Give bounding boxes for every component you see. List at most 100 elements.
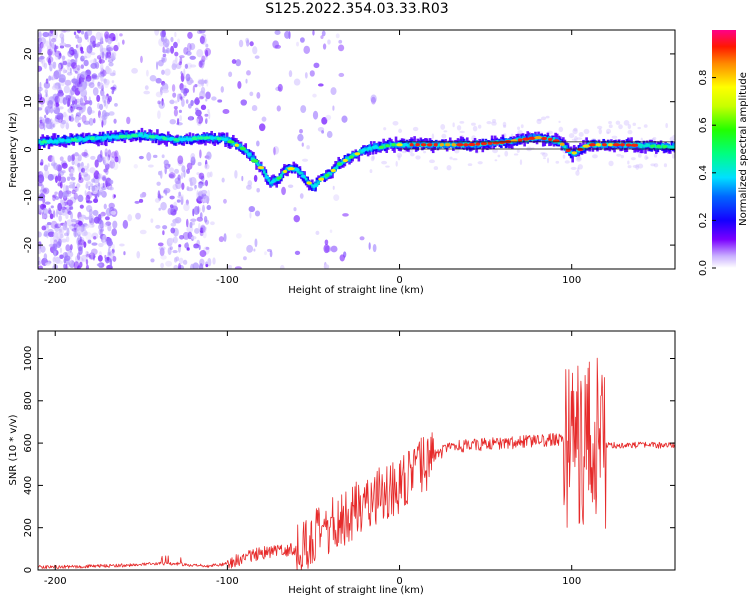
noise-speckle xyxy=(73,192,78,200)
ridge-cell xyxy=(280,174,283,178)
noise-speckle xyxy=(80,227,84,233)
noise-speckle xyxy=(205,56,208,61)
noise-speckle xyxy=(206,171,211,178)
ridge-cell xyxy=(442,143,446,149)
noise-speckle xyxy=(492,148,499,154)
noise-speckle xyxy=(256,140,260,147)
noise-speckle xyxy=(104,216,110,221)
noise-speckle xyxy=(320,35,324,39)
ridge-cell xyxy=(486,141,489,145)
ridge-cell xyxy=(139,134,142,141)
ridge-highlight xyxy=(620,143,625,147)
noise-speckle xyxy=(52,61,57,70)
noise-speckle xyxy=(48,31,54,37)
noise-speckle xyxy=(76,82,84,88)
noise-speckle xyxy=(431,133,435,140)
noise-speckle xyxy=(63,114,70,124)
noise-speckle xyxy=(157,110,161,119)
noise-speckle xyxy=(169,195,175,200)
noise-speckle xyxy=(66,62,72,67)
noise-speckle xyxy=(44,201,51,205)
ridge-cell xyxy=(94,138,97,141)
noise-speckle xyxy=(183,46,189,55)
ridge-cell xyxy=(388,141,392,145)
noise-speckle xyxy=(558,126,564,133)
spectrogram-y-axis: -20 -10 0 10 20 xyxy=(23,48,675,253)
noise-speckle xyxy=(77,242,84,252)
ridge-cell xyxy=(377,146,381,149)
ridge-cell xyxy=(193,138,196,143)
noise-speckle xyxy=(101,174,107,181)
noise-speckle xyxy=(199,149,202,159)
ridge-cell xyxy=(188,137,192,145)
noise-speckle xyxy=(324,239,329,246)
ridge-highlight xyxy=(239,146,247,151)
noise-speckle xyxy=(203,79,208,84)
ridge-cell xyxy=(672,143,675,148)
noise-speckle xyxy=(397,155,401,161)
ridge-cell xyxy=(295,165,299,170)
noise-speckle xyxy=(598,128,602,135)
ridge-highlight xyxy=(294,167,300,172)
noise-speckle xyxy=(154,197,160,203)
noise-speckle xyxy=(555,160,560,164)
ridge-cell xyxy=(493,135,497,145)
ridge-cell xyxy=(52,140,55,144)
ridge-cell xyxy=(476,143,480,148)
noise-speckle xyxy=(573,127,578,132)
noise-speckle xyxy=(477,124,482,129)
noise-speckle xyxy=(91,185,96,192)
noise-speckle xyxy=(228,71,233,77)
ridge-cell xyxy=(611,143,615,149)
noise-speckle xyxy=(161,154,165,159)
noise-speckle xyxy=(98,71,105,78)
ridge-cell xyxy=(408,144,412,149)
noise-speckle xyxy=(170,222,177,227)
noise-speckle xyxy=(606,131,610,135)
noise-speckle xyxy=(42,187,50,195)
noise-speckle xyxy=(188,115,193,122)
noise-speckle xyxy=(43,253,48,261)
ridge-cell xyxy=(534,137,537,141)
noise-speckle xyxy=(38,182,43,187)
ridge-highlight xyxy=(528,136,536,140)
ridge-highlight xyxy=(154,135,163,140)
figure-title: S125.2022.354.03.33.R03 xyxy=(265,1,449,17)
noise-speckle xyxy=(204,163,210,170)
ridge-cell xyxy=(642,145,646,148)
noise-speckle xyxy=(57,260,64,265)
noise-speckle xyxy=(221,177,225,183)
noise-speckle xyxy=(183,68,186,77)
noise-speckle xyxy=(104,152,108,157)
ridge-cell xyxy=(373,143,376,148)
ridge-cell xyxy=(332,164,336,171)
noise-speckle xyxy=(65,94,72,102)
noise-speckle xyxy=(577,167,580,172)
noise-speckle xyxy=(540,152,546,155)
ridge-cell xyxy=(611,142,615,145)
noise-speckle xyxy=(206,151,212,160)
ridge-cell xyxy=(620,144,624,150)
noise-speckle xyxy=(54,256,61,264)
noise-speckle xyxy=(558,120,561,124)
ridge-cell xyxy=(628,144,632,149)
ridge-highlight xyxy=(601,143,607,147)
noise-speckle xyxy=(665,123,668,129)
noise-speckle xyxy=(180,88,185,94)
x-tick-label: 100 xyxy=(562,576,581,587)
ridge-cell xyxy=(142,135,145,138)
noise-speckle xyxy=(54,175,58,184)
noise-speckle xyxy=(109,72,116,77)
ridge-cell xyxy=(337,164,340,170)
noise-speckle xyxy=(299,193,304,199)
noise-speckle xyxy=(202,230,207,239)
noise-speckle xyxy=(210,221,215,226)
ridge-cell xyxy=(545,138,548,143)
noise-speckle xyxy=(198,222,201,232)
noise-speckle xyxy=(173,201,178,209)
ridge-cell xyxy=(301,172,305,178)
ridge-cell xyxy=(140,132,144,136)
noise-speckle xyxy=(178,55,185,59)
ridge-cell xyxy=(538,137,542,141)
ridge-highlight xyxy=(409,143,414,147)
